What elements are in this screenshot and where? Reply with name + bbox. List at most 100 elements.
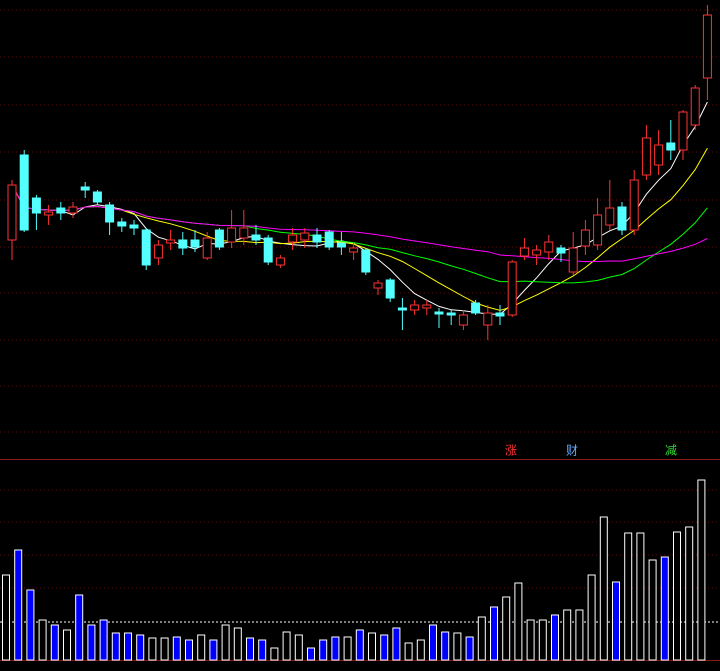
- volume-bar: [416, 639, 425, 661]
- annotation: 减: [665, 444, 677, 458]
- candle-body: [288, 234, 298, 243]
- candle-body: [434, 311, 444, 315]
- candle-body: [68, 206, 78, 214]
- volume-bar: [221, 624, 230, 661]
- candle-body: [556, 247, 566, 254]
- candle-body: [349, 247, 359, 253]
- volume-bar: [26, 589, 35, 661]
- volume-bar: [636, 532, 645, 661]
- candle-body: [361, 249, 371, 273]
- volume-bar: [441, 631, 450, 661]
- candle-body: [190, 239, 200, 248]
- candle-body: [92, 191, 102, 203]
- volume-bar: [392, 627, 401, 661]
- candle-body: [580, 229, 590, 247]
- volume-bar: [270, 647, 279, 661]
- moving-average: [11, 184, 708, 263]
- volume-bar: [465, 636, 474, 661]
- volume-bar: [404, 642, 413, 661]
- volume-bar: [453, 632, 462, 661]
- volume-bar: [685, 526, 694, 661]
- candle-body: [251, 234, 261, 241]
- candle-body: [702, 14, 712, 79]
- volume-bar: [599, 516, 608, 661]
- candle-body: [19, 154, 29, 231]
- candle-body: [422, 304, 432, 309]
- candle-body: [666, 142, 676, 151]
- candle-body: [641, 137, 651, 176]
- candle-body: [44, 211, 54, 216]
- volume-bar: [246, 637, 254, 661]
- volume-bar: [343, 636, 352, 661]
- volume-bar: [368, 632, 376, 661]
- candle-body: [446, 312, 456, 316]
- moving-average: [11, 147, 708, 311]
- candle-body: [397, 307, 407, 311]
- candle-body: [629, 179, 639, 231]
- candle-body: [275, 257, 285, 266]
- volume-bar: [148, 637, 157, 661]
- volume-bar: [648, 559, 657, 661]
- volume-bar: [136, 634, 145, 661]
- candle-body: [690, 87, 700, 126]
- candle-body: [7, 184, 17, 241]
- volume-bar: [612, 581, 620, 661]
- volume-bar: [209, 639, 218, 661]
- volume-bar: [294, 634, 303, 661]
- volume-bar: [538, 619, 547, 661]
- volume-bar: [490, 606, 498, 661]
- candle-body: [105, 204, 115, 223]
- volume-bar: [526, 619, 535, 661]
- volume-bar: [185, 639, 193, 661]
- candle-body: [593, 214, 603, 246]
- candle-body: [239, 227, 249, 239]
- volume-bar: [429, 624, 437, 661]
- volume-bar: [697, 479, 706, 661]
- volume-bar: [87, 624, 96, 661]
- candle-body: [178, 239, 188, 249]
- candle-body: [617, 206, 627, 231]
- candle-body: [227, 227, 237, 243]
- moving-average: [11, 101, 708, 315]
- candle-body: [654, 144, 664, 166]
- volume-bar: [99, 619, 108, 661]
- volume-bar: [660, 556, 669, 661]
- candle-body: [117, 221, 127, 227]
- volume-bar: [75, 594, 84, 661]
- candle-body: [532, 249, 542, 256]
- volume-bar: [2, 574, 10, 661]
- volume-bar: [50, 624, 59, 661]
- candle-body: [605, 207, 615, 226]
- candle-body: [324, 231, 334, 248]
- annotation: 财: [566, 444, 578, 458]
- candle-body: [507, 261, 517, 316]
- candle-body: [678, 111, 688, 151]
- volume-bar: [63, 629, 71, 661]
- candle-body: [568, 247, 578, 273]
- candle-body: [483, 312, 493, 326]
- candle-body: [300, 232, 310, 241]
- volume-bar: [111, 632, 120, 661]
- volume-bar: [563, 609, 572, 661]
- candle-body: [56, 207, 66, 214]
- candle-body: [153, 244, 163, 259]
- volume-bar: [355, 629, 364, 661]
- volume-bar: [575, 609, 584, 661]
- annotation: 涨: [505, 443, 517, 458]
- volume-bar: [172, 636, 181, 661]
- volume-bar: [233, 627, 242, 661]
- candle-body: [385, 279, 395, 299]
- candle-body: [31, 197, 41, 214]
- volume-bar: [587, 574, 596, 661]
- volume-bar: [282, 631, 291, 661]
- candle-body: [166, 239, 176, 244]
- volume-bar: [319, 639, 328, 661]
- candle-body: [202, 237, 212, 259]
- candle-body: [410, 304, 420, 311]
- volume-bar: [14, 549, 23, 661]
- volume-bar: [502, 596, 511, 661]
- candle-body: [336, 242, 346, 248]
- candle-body: [312, 234, 322, 243]
- candle-body: [544, 241, 554, 253]
